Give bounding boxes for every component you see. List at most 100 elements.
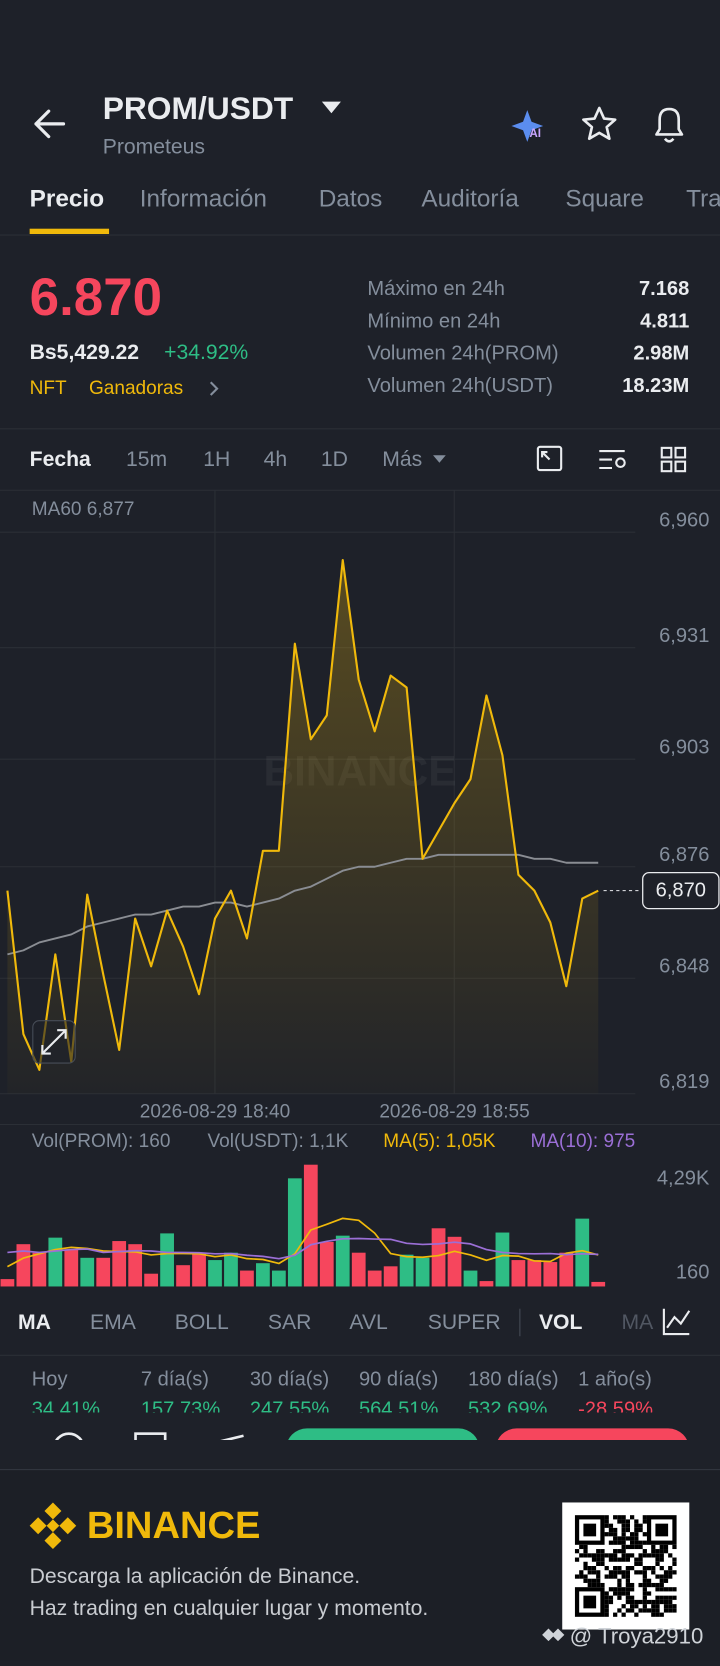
tab[interactable]: Información bbox=[140, 186, 267, 213]
qr-finder bbox=[583, 1595, 597, 1609]
chart-tools[interactable] bbox=[536, 445, 687, 473]
indicator-tab[interactable]: SAR bbox=[268, 1311, 312, 1334]
interval[interactable]: 1H bbox=[203, 448, 230, 471]
qr-module bbox=[655, 1549, 660, 1554]
ai-label: AI bbox=[529, 127, 541, 140]
volume-bar bbox=[144, 1273, 159, 1287]
qr-module bbox=[574, 1549, 580, 1554]
qr-module bbox=[659, 1566, 664, 1571]
qr-module bbox=[625, 1536, 631, 1541]
performance-change: 157.73% bbox=[141, 1398, 221, 1420]
interval[interactable]: 1D bbox=[321, 448, 348, 471]
qr-module bbox=[587, 1582, 592, 1588]
performance-row: Hoy 34.41% 7 día(s) 157.73% 30 día(s) 247.55%… bbox=[32, 1369, 653, 1420]
qr-module bbox=[579, 1553, 584, 1558]
qr-module bbox=[604, 1523, 609, 1528]
indicator-tab[interactable]: BOLL bbox=[175, 1311, 229, 1334]
qr-module bbox=[621, 1549, 626, 1554]
qr-module bbox=[604, 1604, 609, 1609]
qr-module bbox=[617, 1587, 622, 1592]
volume-bar bbox=[287, 1178, 302, 1287]
qr-module bbox=[642, 1604, 647, 1609]
qr-module bbox=[659, 1553, 664, 1558]
indicator-settings[interactable] bbox=[662, 1308, 691, 1336]
icon[interactable] bbox=[54, 1432, 84, 1464]
volume-bar bbox=[48, 1237, 63, 1287]
interval[interactable]: Fecha bbox=[30, 448, 91, 471]
qr-module bbox=[634, 1532, 639, 1537]
volume-bar bbox=[431, 1228, 446, 1287]
qr-module bbox=[583, 1574, 588, 1579]
expand-icon bbox=[41, 1029, 67, 1055]
qr-module bbox=[659, 1599, 664, 1605]
performance-change: 564.51% bbox=[359, 1398, 439, 1420]
qr-module bbox=[587, 1578, 592, 1583]
pair-dropdown[interactable] bbox=[321, 101, 341, 114]
tag[interactable]: Ganadoras bbox=[89, 378, 183, 399]
qr-module bbox=[600, 1582, 605, 1588]
watermark: @ Troya2910 bbox=[570, 1623, 704, 1648]
tab[interactable]: Datos bbox=[319, 186, 383, 213]
volume-bar bbox=[112, 1241, 127, 1287]
qr-module bbox=[651, 1566, 656, 1571]
qr-module bbox=[608, 1523, 614, 1528]
indicator-tab[interactable]: MA bbox=[622, 1311, 655, 1334]
stat-label: Mínimo en 24h bbox=[367, 310, 500, 332]
tag[interactable]: NFT bbox=[30, 378, 67, 399]
qr-module bbox=[621, 1532, 626, 1537]
indicator-tab[interactable]: SUPER bbox=[428, 1311, 501, 1334]
qr-module bbox=[591, 1578, 597, 1583]
more-dropdown[interactable] bbox=[433, 455, 446, 463]
buy-button[interactable] bbox=[286, 1428, 480, 1470]
indicator-tab[interactable]: EMA bbox=[90, 1311, 137, 1334]
qr-module bbox=[642, 1540, 647, 1545]
legend: Vol(USDT): 1,1K bbox=[208, 1131, 349, 1152]
pair-title[interactable]: PROM/USDT bbox=[103, 90, 294, 126]
qr-module bbox=[634, 1557, 639, 1562]
icon[interactable] bbox=[217, 1434, 244, 1442]
tab[interactable]: Tra bbox=[686, 186, 720, 213]
qr-module bbox=[642, 1570, 647, 1575]
alert-button[interactable] bbox=[655, 107, 684, 143]
qr-module bbox=[630, 1544, 635, 1550]
qr-module bbox=[608, 1553, 614, 1558]
y-tick-label: 6,848 bbox=[659, 956, 709, 978]
price-tag bbox=[642, 872, 720, 910]
qr-module bbox=[574, 1574, 580, 1579]
volume-bar bbox=[367, 1270, 382, 1287]
qr-module bbox=[621, 1557, 626, 1562]
qr-module bbox=[625, 1608, 631, 1613]
performance-change: 34.41% bbox=[32, 1398, 100, 1420]
qr-finder bbox=[574, 1515, 605, 1545]
qr-module bbox=[634, 1570, 639, 1575]
sell-button[interactable] bbox=[496, 1428, 690, 1470]
qr-module bbox=[668, 1608, 673, 1613]
qr-module bbox=[608, 1540, 614, 1545]
icon[interactable] bbox=[134, 1432, 167, 1455]
favorite-button[interactable] bbox=[582, 106, 617, 141]
qr-module bbox=[574, 1557, 580, 1562]
tab[interactable]: Auditoría bbox=[421, 186, 519, 213]
qr-module bbox=[672, 1608, 677, 1613]
qr-module bbox=[613, 1566, 618, 1571]
qr-module bbox=[583, 1549, 588, 1554]
qr-module bbox=[634, 1544, 639, 1550]
tab[interactable]: Precio bbox=[30, 186, 104, 213]
interval[interactable]: 4h bbox=[264, 448, 288, 471]
qr-module bbox=[659, 1587, 664, 1592]
interval[interactable]: Más bbox=[382, 448, 422, 471]
volume-bar bbox=[224, 1252, 238, 1287]
y-tick-label: 6,819 bbox=[659, 1071, 709, 1093]
back-button[interactable] bbox=[34, 109, 66, 139]
indicator-tab[interactable]: AVL bbox=[349, 1311, 388, 1334]
qr-module bbox=[625, 1557, 631, 1562]
indicator-tab[interactable]: MA bbox=[18, 1311, 51, 1334]
interval[interactable]: 15m bbox=[126, 448, 167, 471]
qr-module bbox=[663, 1587, 669, 1592]
tab[interactable]: Square bbox=[565, 186, 644, 213]
indicator-tab[interactable]: VOL bbox=[539, 1311, 583, 1334]
performance-period: 180 día(s) bbox=[468, 1369, 559, 1391]
qr-module bbox=[621, 1515, 626, 1520]
qr-module bbox=[625, 1591, 631, 1596]
ai-icon[interactable] bbox=[511, 110, 544, 142]
